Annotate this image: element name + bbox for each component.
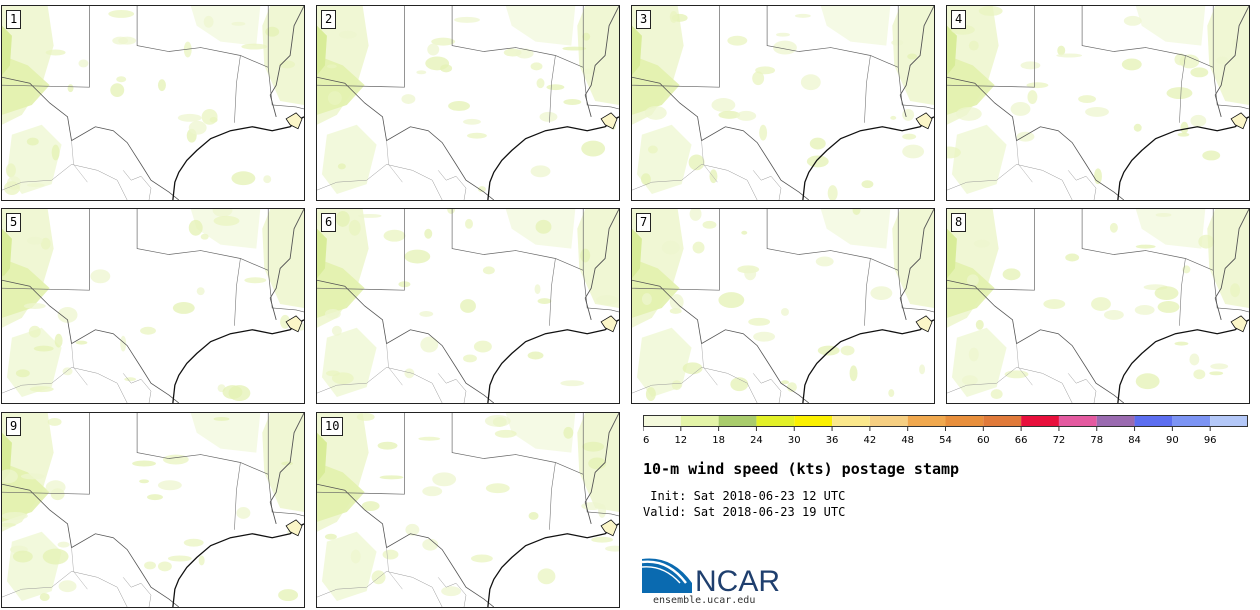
wind-map (2, 6, 304, 200)
init-time: Init: Sat 2018-06-23 12 UTC (643, 489, 845, 503)
member-number: 1 (6, 10, 22, 29)
colorbar-segment (718, 415, 757, 427)
ensemble-member-map: 8 (946, 208, 1250, 404)
ensemble-member-map: 10 (316, 412, 620, 608)
colorbar-segment (1134, 415, 1173, 427)
colorbar-tick-label: 96 (1204, 435, 1217, 446)
colorbar-tick-label: 12 (674, 435, 687, 446)
valid-time: Valid: Sat 2018-06-23 19 UTC (643, 505, 845, 519)
ensemble-member-map: 5 (1, 208, 305, 404)
chart-title: 10-m wind speed (kts) postage stamp (643, 460, 960, 478)
wind-map (317, 209, 619, 403)
ensemble-member-map: 7 (631, 208, 935, 404)
colorbar-frame (643, 415, 1248, 427)
colorbar-segment (1172, 415, 1211, 427)
member-number: 3 (636, 10, 652, 29)
colorbar-segment (643, 415, 681, 427)
colorbar-tick-label: 90 (1166, 435, 1179, 446)
ensemble-member-map: 4 (946, 5, 1250, 201)
colorbar-tick-label: 48 (901, 435, 914, 446)
init-value: Sat 2018-06-23 12 UTC (693, 489, 846, 503)
member-number: 8 (951, 213, 967, 232)
colorbar-tick-label: 84 (1128, 435, 1141, 446)
colorbar-tick-label: 60 (977, 435, 990, 446)
member-number: 5 (6, 213, 22, 232)
member-number: 4 (951, 10, 967, 29)
colorbar-tick-label: 54 (939, 435, 952, 446)
wind-map (632, 209, 934, 403)
colorbar-segment (680, 415, 719, 427)
colorbar-segment (1096, 415, 1135, 427)
colorbar-segment (832, 415, 870, 427)
member-number: 10 (321, 417, 344, 436)
colorbar-tick-label: 18 (712, 435, 725, 446)
colorbar-tick-label: 36 (826, 435, 839, 446)
init-label: Init: (650, 489, 687, 503)
colorbar-segment (869, 415, 908, 427)
member-number: 6 (321, 213, 337, 232)
wind-map (317, 413, 619, 607)
colorbar-segment (794, 415, 833, 427)
ensemble-member-map: 6 (316, 208, 620, 404)
member-number: 9 (6, 417, 22, 436)
valid-label: Valid: (643, 505, 687, 519)
wind-map (2, 209, 304, 403)
colorbar-segment (756, 415, 795, 427)
colorbar-segment (907, 415, 946, 427)
wind-speed-colorbar: 6 12 18 24 30 36 42 48 54 60 66 72 78 84 90 96 (643, 415, 1248, 446)
wind-map (947, 209, 1249, 403)
colorbar-tick-label: 66 (1015, 435, 1028, 446)
site-url: ensemble.ucar.edu (653, 595, 756, 606)
colorbar-tick-label: 42 (864, 435, 877, 446)
colorbar-segment (945, 415, 984, 427)
colorbar-tick-label: 30 (788, 435, 801, 446)
wind-map (947, 6, 1249, 200)
colorbar-tick-label: 78 (1090, 435, 1103, 446)
wind-map (317, 6, 619, 200)
colorbar-segment (1021, 415, 1059, 427)
ensemble-member-map: 2 (316, 5, 620, 201)
member-number: 2 (321, 10, 337, 29)
colorbar-tick-label: 72 (1053, 435, 1066, 446)
colorbar-segment (1210, 415, 1248, 427)
wind-map (2, 413, 304, 607)
colorbar-tick-label: 24 (750, 435, 763, 446)
ensemble-member-map: 1 (1, 5, 305, 201)
ensemble-member-map: 3 (631, 5, 935, 201)
ncar-logo: NCAR (642, 558, 780, 597)
colorbar-segment (983, 415, 1022, 427)
valid-value: Sat 2018-06-23 19 UTC (693, 505, 846, 519)
member-number: 7 (636, 213, 652, 232)
logo-wordmark: NCAR (695, 565, 780, 597)
colorbar-segment (1058, 415, 1097, 427)
colorbar-tick-label: 6 (643, 435, 649, 446)
ensemble-member-map: 9 (1, 412, 305, 608)
wind-map (632, 6, 934, 200)
